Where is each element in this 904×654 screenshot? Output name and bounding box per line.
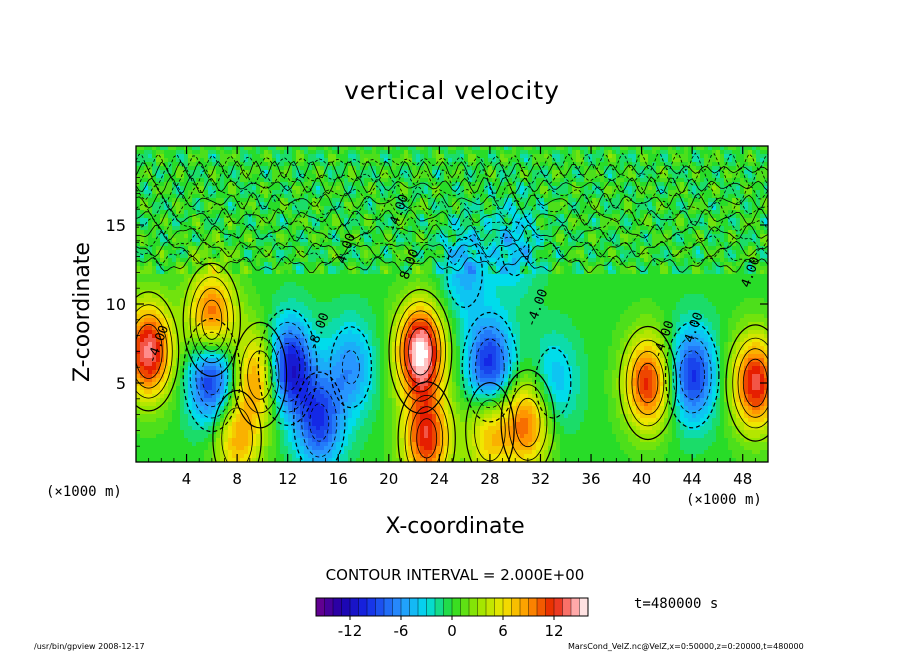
x-unit-right: (×1000 m) <box>686 492 762 508</box>
colorbar-tick-label: -12 <box>338 622 363 640</box>
colorbar-bin <box>341 597 351 617</box>
y-axis: 5 10 15 <box>106 161 768 447</box>
x-tick-label: 12 <box>278 470 297 488</box>
time-label: t=480000 s <box>634 596 719 612</box>
footer-right: MarsCond_VelZ.nc@VelZ,x=0:50000,z=0:2000… <box>568 642 804 651</box>
colorbar-bin <box>553 597 564 617</box>
colorbar-bin <box>324 597 334 617</box>
colorbar-bin <box>434 597 445 617</box>
colorbar-tick-label: 0 <box>447 622 457 640</box>
colorbar-bin <box>426 597 436 617</box>
colorbar-bin <box>375 597 385 617</box>
colorbar-bin <box>366 597 377 617</box>
colorbar-bin <box>485 597 496 617</box>
colorbar-bin <box>400 597 411 617</box>
x-tick-label: 40 <box>632 470 651 488</box>
footer-left: /usr/bin/gpview 2008-12-17 <box>34 642 145 651</box>
colorbar-bin <box>545 597 555 617</box>
colorbar-bin <box>562 597 572 617</box>
colorbar-bin <box>417 597 428 617</box>
colorbar-bin <box>477 597 487 617</box>
colorbar-bin <box>502 597 513 617</box>
x-tick-label: 4 <box>182 470 192 488</box>
x-tick-label: 16 <box>329 470 348 488</box>
x-unit-left: (×1000 m) <box>46 484 122 500</box>
colorbar-tick-label: 6 <box>498 622 508 640</box>
colorbar-bin <box>460 597 470 617</box>
colorbar-bin <box>511 597 521 617</box>
colorbar-bin <box>579 597 589 617</box>
contour-lines <box>136 152 768 462</box>
y-tick-label: 15 <box>106 216 126 235</box>
colorbar-bin <box>519 597 530 617</box>
colorbar-bin <box>494 597 504 617</box>
colorbar-bin <box>315 597 326 617</box>
y-tick-label: 5 <box>116 374 126 393</box>
colorbar-bin <box>570 597 581 617</box>
x-axis-label: X-coordinate <box>385 514 525 539</box>
x-tick-label: 44 <box>683 470 702 488</box>
x-tick-label: 20 <box>379 470 398 488</box>
colorbar-bin <box>468 597 479 617</box>
colorbar-tick-label: -6 <box>394 622 409 640</box>
colorbar-bin <box>392 597 402 617</box>
colorbar-bin <box>409 597 419 617</box>
chart-title: vertical velocity <box>344 76 560 105</box>
x-tick-label: 48 <box>733 470 752 488</box>
x-tick-label: 32 <box>531 470 550 488</box>
colorbar-bin <box>451 597 462 617</box>
x-tick-label: 36 <box>581 470 600 488</box>
colorbar-bin <box>443 597 453 617</box>
x-tick-label: 8 <box>232 470 242 488</box>
colorbar: -12 -6 0 6 12 <box>315 597 589 640</box>
colorbar-bin <box>536 597 547 617</box>
colorbar-tick-label: 12 <box>544 622 563 640</box>
y-axis-label: Z-coordinate <box>70 242 95 382</box>
colorbar-bin <box>332 597 343 617</box>
colorbar-bin <box>349 597 360 617</box>
y-tick-label: 10 <box>106 295 126 314</box>
colorbar-bin <box>383 597 394 617</box>
x-tick-label: 28 <box>480 470 499 488</box>
colorbar-bin <box>358 597 368 617</box>
contour-interval-label: CONTOUR INTERVAL = 2.000E+00 <box>325 566 585 584</box>
colorbar-bin <box>528 597 538 617</box>
x-axis: 4 8 12 16 20 24 28 32 36 40 44 48 <box>148 146 756 488</box>
x-tick-label: 24 <box>430 470 449 488</box>
